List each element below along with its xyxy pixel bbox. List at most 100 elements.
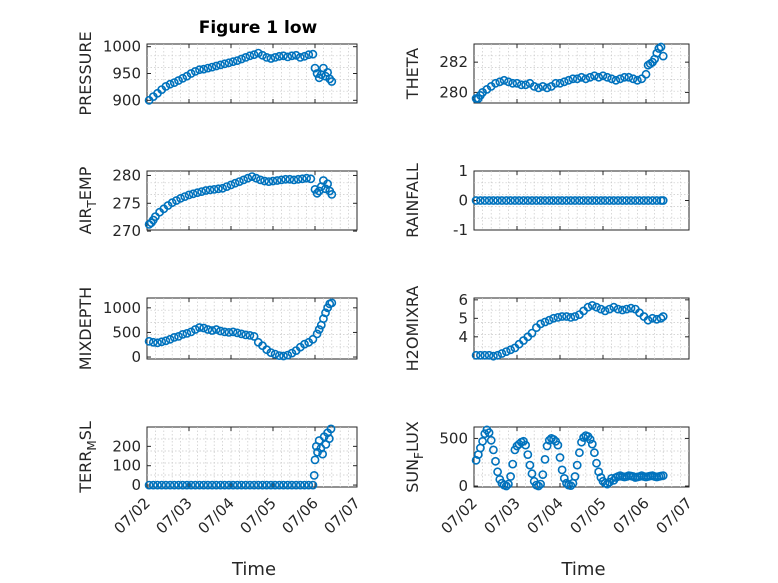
data-point — [527, 328, 537, 338]
data-point — [641, 69, 651, 79]
data-point — [521, 440, 530, 450]
data-point — [276, 175, 286, 185]
y-tick-label: 500 — [112, 323, 141, 341]
data-point — [318, 449, 327, 459]
data-point — [609, 196, 619, 205]
data-point — [510, 196, 520, 205]
y-tick-label: 900 — [112, 91, 141, 109]
data-point — [534, 481, 543, 491]
data-point — [555, 78, 565, 88]
data-point — [549, 196, 558, 205]
data-point — [253, 480, 263, 490]
data-point — [171, 196, 181, 205]
data-point — [262, 53, 272, 62]
data-point — [594, 72, 604, 82]
data-point — [186, 480, 196, 490]
data-point — [493, 467, 502, 477]
x-axis-label: Time — [560, 559, 605, 580]
data-point — [165, 480, 175, 490]
data-point — [268, 176, 278, 186]
data-point — [475, 350, 485, 360]
data-point — [534, 83, 543, 93]
y-tick-label: 1000 — [103, 299, 141, 317]
data-point — [274, 51, 284, 61]
data-point — [506, 345, 515, 355]
data-point — [508, 78, 518, 88]
subplot-1: 900 950 1000 PRESSURE — [76, 31, 358, 116]
data-point — [312, 329, 322, 339]
data-point — [471, 350, 481, 360]
data-point — [503, 479, 513, 489]
data-point — [557, 196, 567, 205]
subplot-5: 0 500 1000 MIXDEPTH — [76, 287, 358, 370]
data-point — [300, 480, 309, 490]
y-tick-label: 280 — [439, 83, 468, 101]
data-point — [293, 174, 303, 184]
data-point — [523, 450, 533, 459]
y-tick-label: 1000 — [103, 38, 141, 56]
y-tick-label: 282 — [439, 53, 468, 71]
data-point — [148, 480, 158, 490]
data-point — [327, 77, 337, 86]
data-point — [566, 196, 576, 205]
data-point — [184, 190, 194, 200]
data-point — [643, 196, 653, 205]
data-point — [285, 174, 295, 184]
data-point — [220, 480, 230, 490]
data-point — [557, 465, 567, 475]
x-axis-label: Time — [231, 559, 276, 580]
y-axis-label: H2OMIXRA — [403, 286, 422, 372]
data-point — [478, 436, 487, 446]
data-point — [232, 328, 242, 338]
data-point — [536, 196, 545, 205]
data-point — [157, 480, 167, 490]
data-point — [249, 50, 259, 60]
data-point — [658, 51, 668, 61]
data-point — [176, 193, 185, 203]
data-point — [327, 189, 337, 199]
data-point — [549, 313, 558, 323]
data-point — [321, 184, 330, 194]
data-point — [283, 480, 293, 490]
y-axis-label: RAINFALL — [403, 163, 422, 238]
data-point — [216, 480, 225, 490]
data-point — [253, 48, 263, 58]
data-point — [258, 480, 267, 490]
data-point — [281, 174, 290, 184]
x-tick-label: 07/02 — [438, 494, 481, 537]
data-point — [497, 349, 507, 358]
data-point — [211, 480, 221, 490]
data-point — [480, 350, 490, 360]
data-point — [566, 312, 576, 322]
y-tick-label: -1 — [453, 221, 468, 239]
data-point — [491, 78, 500, 88]
data-point — [523, 196, 533, 205]
data-point — [585, 434, 595, 444]
data-point — [585, 72, 595, 82]
data-point — [270, 53, 280, 62]
data-point — [203, 480, 213, 490]
x-tick-label: 07/05 — [567, 494, 610, 537]
data-point — [536, 479, 545, 489]
data-point — [609, 302, 619, 312]
data-point — [153, 338, 162, 348]
data-point — [195, 323, 204, 332]
data-point — [161, 336, 171, 346]
data-point — [228, 327, 238, 337]
data-point — [596, 304, 606, 314]
data-point — [209, 184, 219, 194]
data-point — [553, 196, 563, 205]
data-point — [600, 196, 610, 205]
data-point — [272, 176, 282, 185]
subplot-4: -1 0 1 RAINFALL — [403, 162, 690, 239]
data-point — [249, 331, 259, 341]
data-point — [205, 185, 215, 195]
data-point — [203, 63, 213, 73]
data-point — [291, 50, 301, 60]
y-axis-label: AIRTEMP — [76, 166, 99, 234]
data-point — [283, 350, 293, 360]
data-point — [165, 334, 175, 344]
data-point — [501, 347, 511, 356]
data-point — [532, 196, 541, 205]
